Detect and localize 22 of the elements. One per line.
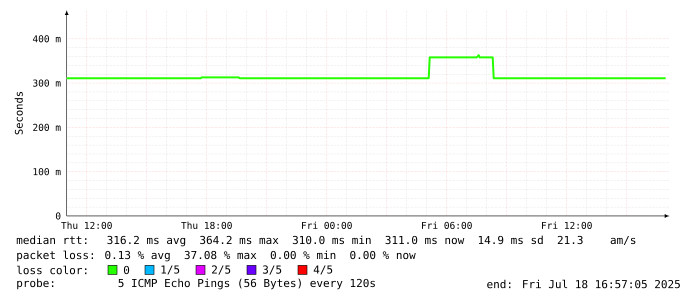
text: packet loss: 0.13 % avg 37.08 % max 0.00 % min 0.00 % now (17, 250, 416, 262)
x-tick-label: Thu 18:00 (181, 222, 232, 230)
legend-label: 3/5 (262, 265, 282, 275)
y-tick-label: 0 (56, 212, 60, 220)
text: probe: 5 ICMP Echo Pings (56 Bytes) every 120s (17, 278, 375, 290)
y-tick-label: 300 m (33, 79, 61, 87)
legend-title: loss color: (17, 266, 86, 274)
legend-label: 1/5 (162, 265, 180, 275)
x-tick-label: Fri 12:00 (542, 222, 592, 230)
x-tick-label: Fri 06:00 (422, 222, 472, 230)
legend-label: 4/5 (314, 265, 332, 275)
line-series (66, 54, 667, 80)
y-axis-title: Seconds (14, 92, 23, 134)
text: median rtt: 316.2 ms avg 364.2 ms max 310.0 ms min 311.0 ms now 14.9 ms sd 21.3 am/s (16, 236, 636, 246)
legend-label: 2/5 (212, 265, 230, 275)
x-tick-label: Fri 00:00 (302, 222, 352, 230)
text: end: Fri Jul 18 16:57:05 2025 (487, 280, 680, 288)
y-tick-label: 400 m (32, 35, 61, 42)
legend-label: 0 (124, 266, 130, 274)
y-tick-label: 100 m (34, 168, 61, 176)
x-tick-label: Thu 12:00 (61, 222, 112, 230)
y-tick-label: 200 m (33, 124, 61, 131)
